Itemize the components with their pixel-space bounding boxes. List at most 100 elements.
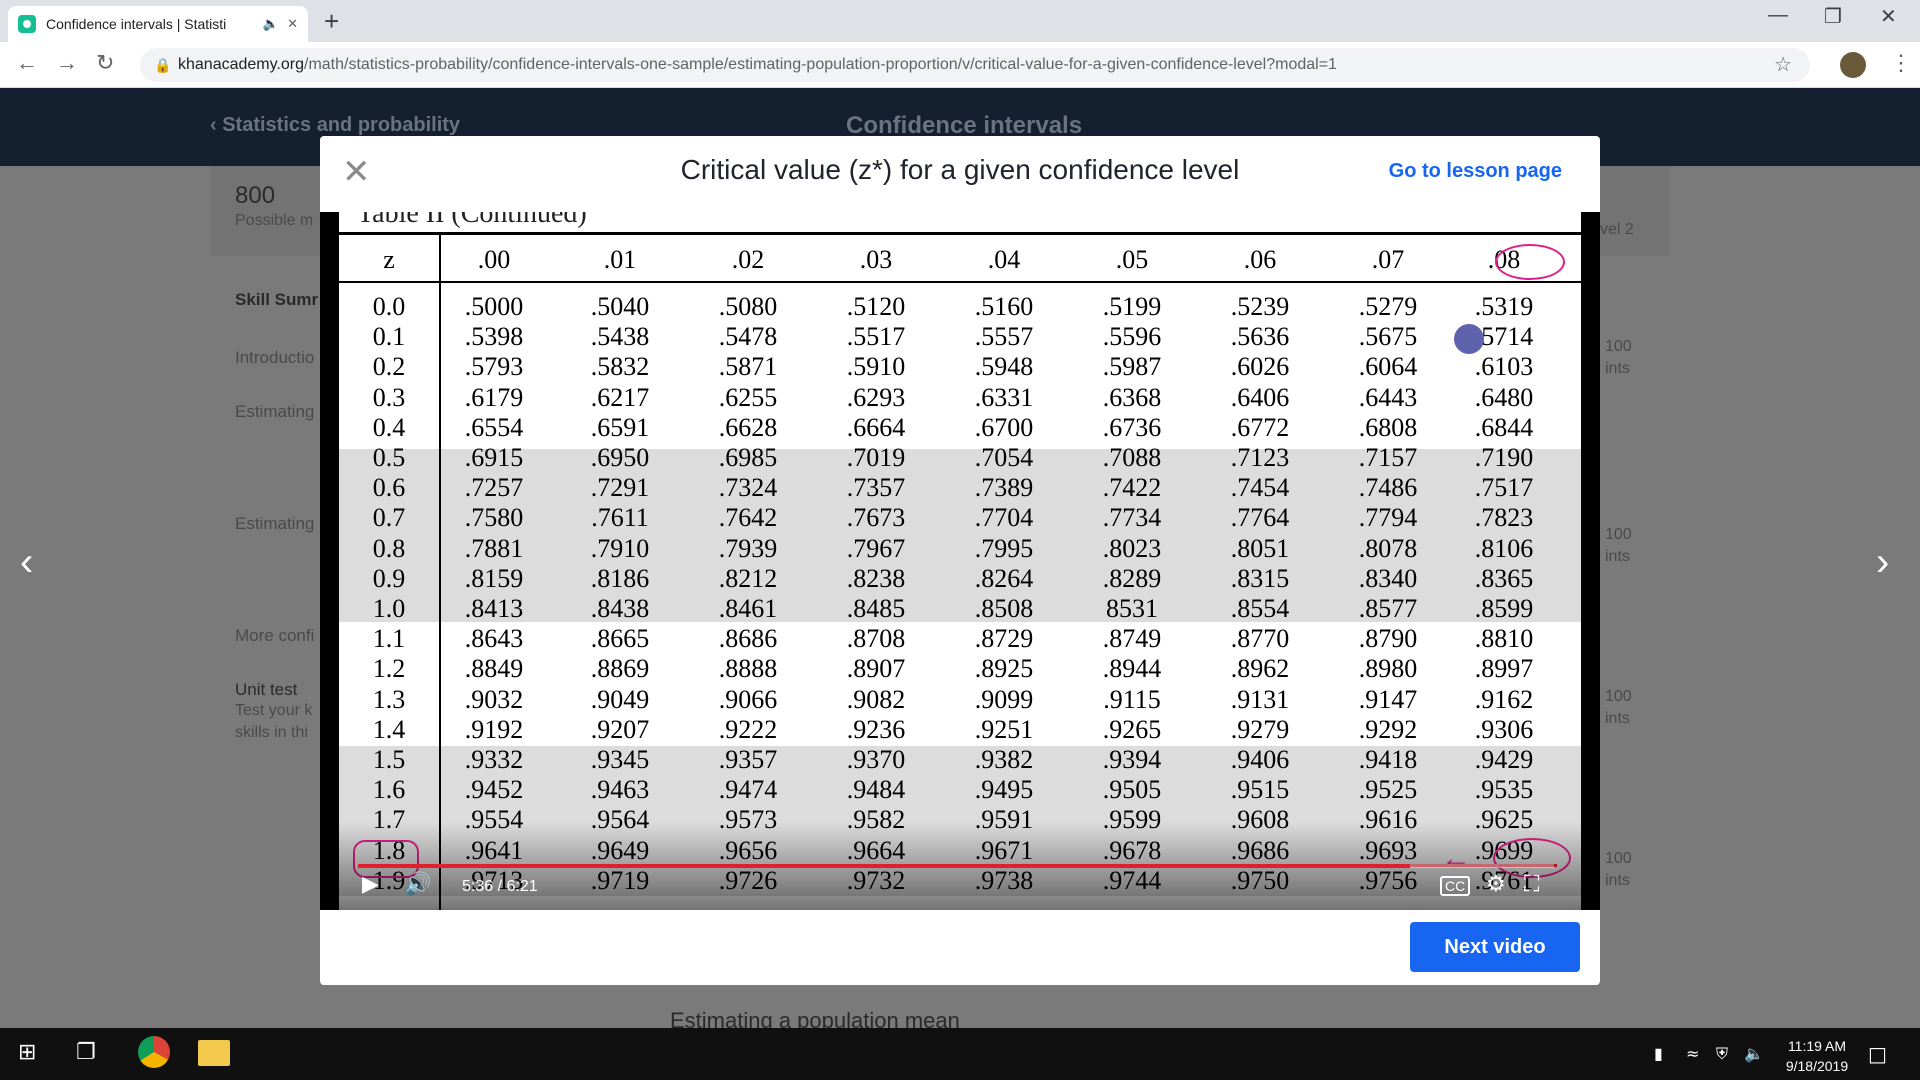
z-table-cell: .9429	[1474, 745, 1534, 774]
battery-icon[interactable]: ▮	[1654, 1044, 1663, 1063]
z-table-row-label: 0.6	[372, 473, 406, 503]
sidebar-item-estimating-2[interactable]: Estimating	[235, 514, 315, 533]
bookmark-star-icon[interactable]: ☆	[1774, 54, 1792, 76]
restore-icon[interactable]: ❐	[1824, 6, 1842, 28]
z-table-cell: .9292	[1358, 714, 1418, 744]
tab-title: Confidence intervals | Statisti	[46, 16, 227, 32]
wifi-icon[interactable]: ≈	[1686, 1044, 1700, 1063]
windows-start-icon[interactable]: ⊞	[18, 1040, 37, 1065]
tab-close-icon[interactable]: ✕	[287, 16, 298, 31]
volume-icon[interactable]: 🔊	[404, 872, 432, 897]
z-table-cell: .8907	[846, 654, 906, 684]
video-player[interactable]: Table II (Continued) z .00 .01 .02 .03 .04 .0…	[320, 212, 1600, 910]
z-table-cell: .7454	[1230, 473, 1290, 503]
sidebar-item-unit-test[interactable]: Unit test	[235, 680, 298, 699]
z-table-cell: .8212	[718, 563, 778, 593]
next-arrow-icon[interactable]: ›	[1876, 540, 1890, 584]
z-table-cell: .8643	[464, 624, 524, 654]
system-clock[interactable]: 11:19 AM 9/18/2019	[1770, 1036, 1864, 1076]
clock-time: 11:19 AM	[1787, 1038, 1847, 1054]
modal-close-icon[interactable]: ✕	[342, 153, 371, 191]
z-table-cell: .9192	[464, 714, 524, 744]
fullscreen-icon[interactable]: ⛶	[1524, 872, 1540, 897]
chrome-app-icon[interactable]	[138, 1036, 170, 1068]
z-table-cell: .8508	[974, 594, 1034, 623]
sidebar-item-estimating-1[interactable]: Estimating	[235, 402, 315, 421]
z-table-row-label: 0.7	[372, 503, 406, 533]
file-explorer-icon[interactable]	[198, 1040, 230, 1066]
z-table-cell: .7190	[1474, 443, 1534, 472]
mastery-points: 800	[235, 182, 276, 209]
captions-icon[interactable]: CC	[1440, 876, 1471, 896]
z-table-cell: .8925	[974, 654, 1034, 684]
back-icon[interactable]: ←	[16, 50, 38, 75]
z-table-cell: .7054	[974, 443, 1034, 472]
z-table-cell: .8790	[1358, 624, 1418, 654]
z-column-header: z	[383, 245, 395, 274]
z-table-row-label: 1.3	[372, 684, 406, 714]
z-table-cell: .5040	[590, 292, 650, 321]
reload-icon[interactable]: ↻	[96, 50, 115, 75]
z-table-column-header: .04	[987, 245, 1021, 274]
z-table-row-label: 0.0	[372, 292, 406, 321]
z-table-cell: .7939	[718, 533, 778, 563]
security-shield-icon[interactable]: ⛨	[1716, 1044, 1729, 1063]
z-table-column-header: .03	[859, 245, 893, 274]
z-table-cell: .8686	[718, 624, 778, 654]
z-table-cell: .6103	[1474, 352, 1534, 382]
table-cut-heading: Table II (Continued)	[357, 212, 587, 229]
forward-icon[interactable]: →	[56, 50, 78, 75]
z-table-cell: .5478	[718, 322, 778, 352]
z-table-cell: .9332	[464, 745, 524, 774]
z-table-cell: .9370	[846, 745, 906, 774]
modal-header: ✕ Critical value (z*) for a given confid…	[320, 136, 1600, 212]
sidebar-item-intro[interactable]: Introductio	[235, 348, 315, 367]
browser-tab[interactable]: Confidence intervals | Statisti 🔈 ✕	[8, 6, 308, 42]
new-tab-icon[interactable]: +	[324, 6, 340, 36]
notifications-icon[interactable]: □	[1868, 1042, 1887, 1066]
window-close-icon[interactable]: ✕	[1880, 6, 1897, 28]
table-band	[339, 449, 1581, 622]
profile-avatar[interactable]	[1840, 52, 1866, 78]
z-table-cell: .6406	[1230, 382, 1290, 412]
z-table-cell: .8485	[846, 594, 906, 623]
z-table-cell: .9357	[718, 745, 778, 774]
z-table-cell: .7123	[1230, 443, 1290, 472]
previous-arrow-icon[interactable]: ‹	[20, 540, 34, 584]
points-label: 100	[1605, 850, 1632, 867]
video-progress-bar[interactable]	[358, 864, 1554, 868]
go-to-lesson-link[interactable]: Go to lesson page	[1388, 160, 1562, 182]
minimize-icon[interactable]: —	[1768, 4, 1788, 26]
z-table-cell: .9082	[846, 684, 906, 714]
task-view-icon[interactable]: ❐	[76, 1040, 96, 1065]
annotation-circle-08	[1495, 244, 1565, 280]
z-table-cell: .7823	[1474, 503, 1534, 533]
table-header-rule	[339, 281, 1581, 283]
z-table-cell: .9484	[846, 775, 906, 805]
play-icon[interactable]: ▶	[362, 872, 379, 897]
sidebar-item-more[interactable]: More confi	[235, 626, 315, 645]
z-table-cell: .6700	[974, 412, 1034, 442]
browser-toolbar: ← → ↻ 🔒 khanacademy.org/math/statistics-…	[0, 42, 1920, 88]
next-video-button[interactable]: Next video	[1410, 922, 1580, 972]
z-table-cell: .8365	[1474, 563, 1534, 593]
address-bar[interactable]: 🔒 khanacademy.org/math/statistics-probab…	[140, 48, 1810, 82]
settings-gear-icon[interactable]: ⚙	[1486, 872, 1506, 897]
z-table-cell: 8531	[1106, 594, 1158, 623]
z-table-cell: .6808	[1358, 412, 1418, 442]
z-table-cell: .8264	[974, 563, 1034, 593]
z-table-cell: .6480	[1474, 382, 1534, 412]
z-table-cell: .5948	[974, 352, 1034, 382]
z-table-cell: .8869	[590, 654, 650, 684]
breadcrumb[interactable]: ‹ Statistics and probability	[210, 114, 461, 136]
z-table-cell: .5636	[1230, 322, 1290, 352]
z-table-cell: .9382	[974, 745, 1034, 774]
z-table-cell: .5557	[974, 322, 1034, 352]
browser-menu-icon[interactable]: ⋮	[1890, 50, 1912, 75]
khan-academy-favicon-icon	[18, 15, 36, 33]
z-table-cell: .7967	[846, 533, 906, 563]
audio-playing-icon[interactable]: 🔈	[262, 16, 280, 31]
speaker-icon[interactable]: 🔈	[1744, 1044, 1764, 1063]
z-table-cell: .6772	[1230, 412, 1290, 442]
points-label: ints	[1605, 710, 1630, 727]
